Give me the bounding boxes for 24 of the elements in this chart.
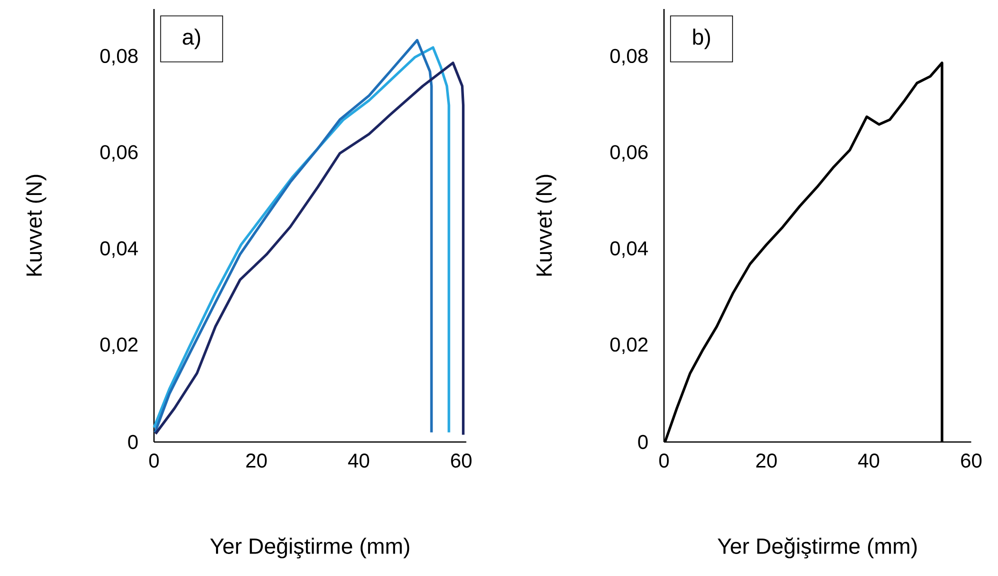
- x-tick-label: 40: [858, 454, 880, 468]
- y-tick-label: 0,06: [610, 145, 648, 162]
- x-tick-label: 20: [246, 454, 267, 468]
- x-tick-label: 60: [961, 454, 982, 468]
- x-tick-label: 60: [451, 454, 472, 468]
- y-tick-label: 0,02: [610, 338, 648, 354]
- y-tick-label: 0: [638, 434, 648, 450]
- y-tick-label: 0,04: [100, 241, 138, 258]
- y-tick-label: 0,02: [100, 338, 138, 354]
- x-tick-label: 40: [348, 454, 370, 468]
- y-tick-label: 0,08: [100, 48, 138, 66]
- y-tick-label: 0,04: [610, 241, 648, 258]
- x-axis-title: Yer Değiştirme (mm): [718, 538, 917, 558]
- y-axis-title: Kuvvet (N): [26, 174, 46, 276]
- x-tick-label: 20: [756, 454, 777, 468]
- y-tick-label: 0,08: [610, 48, 648, 66]
- x-tick-label: 0: [149, 454, 159, 468]
- y-tick-label: 0,06: [100, 145, 138, 162]
- y-axis-title: Kuvvet (N): [536, 174, 556, 276]
- x-axis-title: Yer Değiştirme (mm): [210, 538, 410, 558]
- annotation: a): [182, 28, 200, 50]
- x-tick-label: 0: [659, 454, 669, 468]
- annotation: b): [693, 28, 710, 50]
- y-tick-label: 0: [128, 434, 138, 450]
